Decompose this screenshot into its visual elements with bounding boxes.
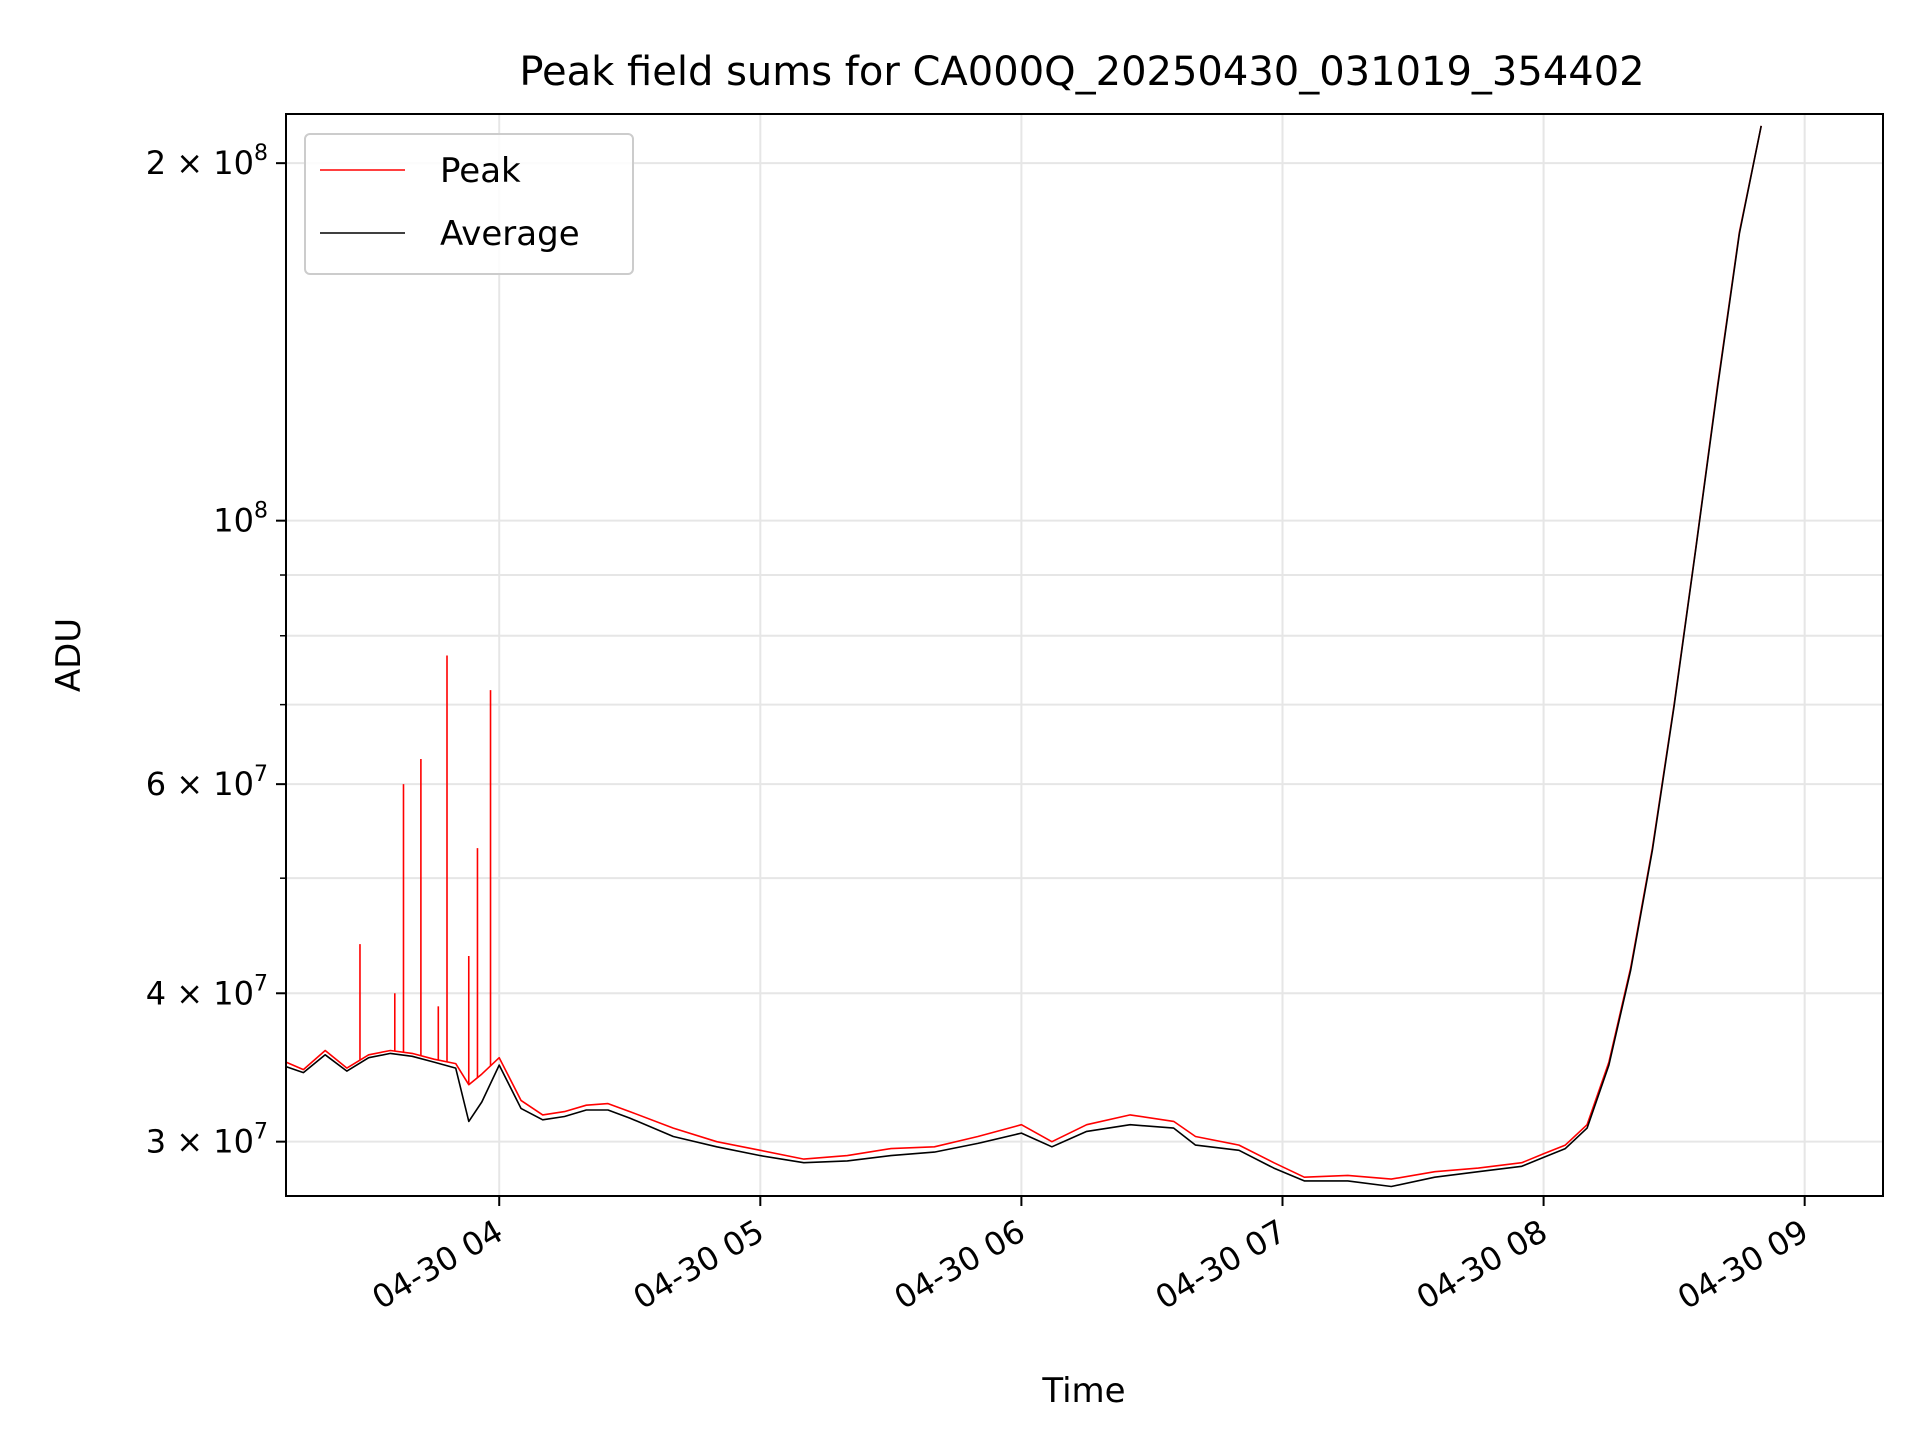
- series-group: [285, 125, 1762, 1188]
- legend-box: [304, 133, 634, 275]
- series-line-peak: [285, 125, 1762, 1180]
- legend-label-average: Average: [440, 214, 580, 254]
- chart-title: Peak field sums for CA000Q_20250430_0310…: [519, 49, 1644, 95]
- y-tick-label: 6 × 107: [146, 762, 268, 803]
- grid-lines: [286, 114, 1883, 1196]
- y-tick-label: 4 × 107: [146, 971, 268, 1012]
- legend-label-peak: Peak: [440, 151, 521, 191]
- y-tick-label: 108: [213, 499, 268, 540]
- x-axis-label: Time: [1041, 1371, 1125, 1411]
- y-axis-label: ADU: [49, 618, 89, 692]
- y-tick-label: 2 × 108: [146, 141, 268, 182]
- legend: Peak Average: [304, 133, 634, 275]
- series-line-average: [285, 125, 1762, 1188]
- y-tick-label: 3 × 107: [146, 1120, 268, 1161]
- plot-frame: [285, 113, 1884, 1197]
